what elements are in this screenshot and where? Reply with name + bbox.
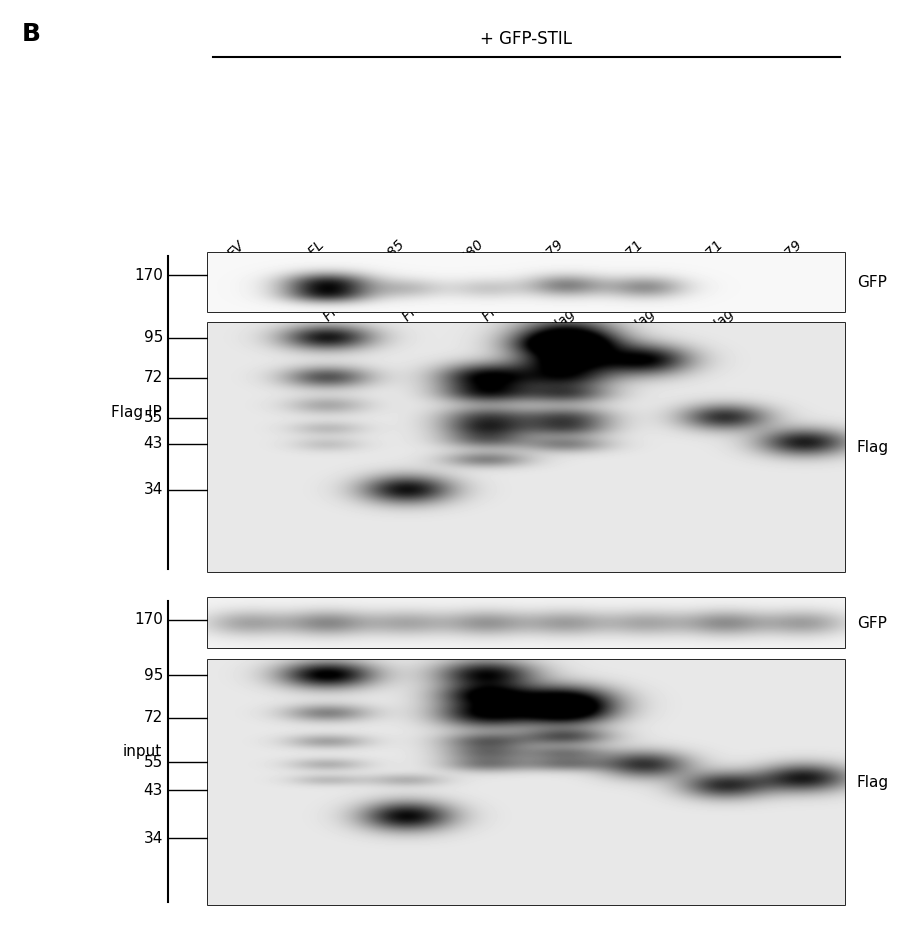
Text: Flag IP: Flag IP bbox=[112, 405, 162, 420]
Text: Flag-Plk4 581-879: Flag-Plk4 581-879 bbox=[706, 238, 805, 337]
Text: 95: 95 bbox=[144, 330, 163, 346]
Bar bbox=[208, 323, 845, 572]
Text: Flag-Plk4 1-285: Flag-Plk4 1-285 bbox=[320, 238, 407, 325]
Text: 55: 55 bbox=[144, 410, 163, 426]
Text: 43: 43 bbox=[144, 436, 163, 451]
Bar bbox=[208, 253, 845, 312]
Text: Flag-Plk4 581-971: Flag-Plk4 581-971 bbox=[627, 238, 725, 337]
Text: 34: 34 bbox=[144, 830, 163, 845]
Text: EV: EV bbox=[225, 238, 247, 261]
Text: Flag-Plk4 FL: Flag-Plk4 FL bbox=[258, 238, 328, 307]
Text: 170: 170 bbox=[134, 613, 163, 628]
Bar bbox=[208, 598, 845, 648]
Text: B: B bbox=[22, 22, 41, 46]
Text: 55: 55 bbox=[144, 754, 163, 769]
Text: input: input bbox=[123, 744, 162, 759]
Text: 43: 43 bbox=[144, 782, 163, 798]
Text: GFP: GFP bbox=[857, 275, 887, 290]
Text: Flag-Plk4 286-971: Flag-Plk4 286-971 bbox=[547, 238, 646, 337]
Text: GFP: GFP bbox=[857, 616, 887, 631]
Text: Flag: Flag bbox=[857, 775, 889, 790]
Text: 170: 170 bbox=[134, 268, 163, 283]
Text: Flag-Plk4 1-580: Flag-Plk4 1-580 bbox=[401, 238, 486, 325]
Text: Flag-Plk4 1-879: Flag-Plk4 1-879 bbox=[480, 238, 567, 325]
Text: 72: 72 bbox=[144, 370, 163, 386]
Bar bbox=[208, 660, 845, 905]
Text: 34: 34 bbox=[144, 483, 163, 498]
Text: 95: 95 bbox=[144, 668, 163, 683]
Text: Flag: Flag bbox=[857, 440, 889, 455]
Text: + GFP-STIL: + GFP-STIL bbox=[481, 30, 572, 48]
Text: 72: 72 bbox=[144, 711, 163, 725]
